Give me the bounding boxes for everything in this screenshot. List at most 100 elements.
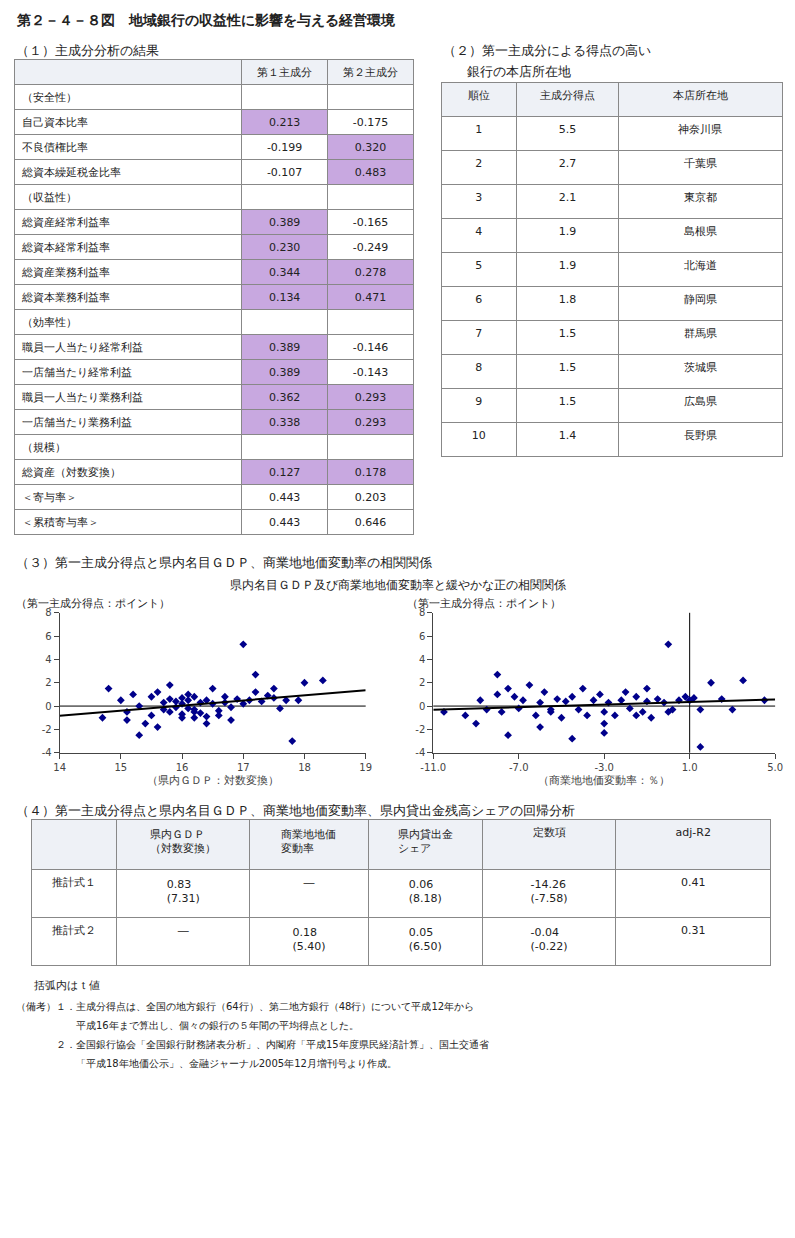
svg-text:神奈川県: 神奈川県 <box>678 123 722 136</box>
svg-text:商業地地価変動率: 商業地地価変動率 <box>281 828 336 855</box>
svg-text:0.41: 0.41 <box>681 876 706 889</box>
svg-text:0.471: 0.471 <box>355 291 387 304</box>
svg-text:県内貸出金シェア: 県内貸出金シェア <box>398 828 453 855</box>
svg-text:総資産（対数変換）: 総資産（対数変換） <box>21 466 121 479</box>
svg-text:2.7: 2.7 <box>559 157 577 170</box>
svg-text:＜寄与率＞: ＜寄与率＞ <box>22 491 77 504</box>
svg-text:-4: -4 <box>415 747 425 758</box>
svg-text:5: 5 <box>475 259 482 272</box>
svg-text:（第一主成分得点：ポイント）: （第一主成分得点：ポイント） <box>407 597 561 609</box>
svg-text:不良債権比率: 不良債権比率 <box>22 141 88 154</box>
svg-text:0.06(8.18): 0.06(8.18) <box>409 878 442 905</box>
svg-text:4: 4 <box>419 654 425 665</box>
svg-text:-0.199: -0.199 <box>267 141 302 154</box>
svg-text:0.31: 0.31 <box>681 924 706 937</box>
svg-text:6: 6 <box>419 631 425 642</box>
svg-text:推計式２: 推計式２ <box>52 924 96 937</box>
svg-text:8: 8 <box>419 607 425 618</box>
svg-text:adj-R2: adj-R2 <box>676 826 711 839</box>
svg-text:0: 0 <box>419 701 425 712</box>
svg-text:1.5: 1.5 <box>559 327 577 340</box>
svg-text:（第一主成分得点：ポイント）: （第一主成分得点：ポイント） <box>16 597 170 609</box>
svg-text:総資産経常利益率: 総資産経常利益率 <box>21 216 110 229</box>
svg-text:-0.175: -0.175 <box>353 116 388 129</box>
svg-text:5.0: 5.0 <box>767 762 783 773</box>
svg-text:0.293: 0.293 <box>355 391 387 404</box>
svg-text:括弧内はｔ値: 括弧内はｔ値 <box>34 979 100 992</box>
svg-text:（備考）１．主成分得点は、全国の地方銀行（64行）、第二地方: （備考）１．主成分得点は、全国の地方銀行（64行）、第二地方銀行（48行）につい… <box>16 1001 474 1012</box>
svg-text:-7.0: -7.0 <box>509 762 529 773</box>
svg-text:1: 1 <box>475 123 482 136</box>
svg-text:主成分得点: 主成分得点 <box>540 89 595 102</box>
svg-text:広島県: 広島県 <box>684 395 717 408</box>
svg-text:（商業地地価変動率：％）: （商業地地価変動率：％） <box>538 774 670 786</box>
svg-text:18: 18 <box>298 762 311 773</box>
svg-text:自己資本比率: 自己資本比率 <box>22 116 88 129</box>
svg-text:0.483: 0.483 <box>355 166 387 179</box>
svg-text:7: 7 <box>475 327 482 340</box>
svg-text:0.278: 0.278 <box>355 266 387 279</box>
svg-text:0.127: 0.127 <box>269 466 301 479</box>
svg-text:静岡県: 静岡県 <box>684 293 717 306</box>
svg-text:東京都: 東京都 <box>684 191 717 204</box>
svg-text:8: 8 <box>45 607 51 618</box>
svg-text:5.5: 5.5 <box>559 123 577 136</box>
svg-text:2: 2 <box>419 677 425 688</box>
svg-text:0.320: 0.320 <box>355 141 387 154</box>
svg-text:2: 2 <box>475 157 482 170</box>
svg-text:本店所在地: 本店所在地 <box>673 89 728 102</box>
svg-text:0.443: 0.443 <box>269 491 301 504</box>
svg-text:（規模）: （規模） <box>22 441 66 454</box>
svg-text:1.9: 1.9 <box>559 225 577 238</box>
svg-text:0.646: 0.646 <box>355 516 387 529</box>
svg-text:（３）第一主成分得点と県内名目ＧＤＰ、商業地地価変動率の相関: （３）第一主成分得点と県内名目ＧＤＰ、商業地地価変動率の相関関係 <box>16 555 432 570</box>
svg-text:2.1: 2.1 <box>559 191 577 204</box>
svg-text:（２）第一主成分による得点の高い: （２）第一主成分による得点の高い <box>443 43 651 58</box>
svg-text:（効率性）: （効率性） <box>22 316 77 329</box>
svg-text:0.213: 0.213 <box>269 116 301 129</box>
svg-text:0.389: 0.389 <box>269 216 301 229</box>
svg-text:北海道: 北海道 <box>684 259 717 272</box>
svg-text:-14.26(-7.58): -14.26(-7.58) <box>531 878 568 905</box>
svg-text:6: 6 <box>45 631 51 642</box>
svg-text:定数項: 定数項 <box>533 826 566 839</box>
svg-text:２．全国銀行協会「全国銀行財務諸表分析」、内閣府「平成15年: ２．全国銀行協会「全国銀行財務諸表分析」、内閣府「平成15年度県民経済計算」、国… <box>16 1039 489 1050</box>
svg-text:0: 0 <box>45 701 51 712</box>
svg-text:0.344: 0.344 <box>269 266 301 279</box>
svg-text:―: ― <box>178 924 189 937</box>
svg-text:2: 2 <box>45 677 51 688</box>
svg-text:6: 6 <box>475 293 482 306</box>
svg-text:（収益性）: （収益性） <box>22 191 77 204</box>
svg-text:0.18(5.40): 0.18(5.40) <box>292 926 325 953</box>
svg-text:順位: 順位 <box>468 89 490 102</box>
svg-text:14: 14 <box>53 762 66 773</box>
svg-text:15: 15 <box>114 762 127 773</box>
svg-text:-0.04(-0.22): -0.04(-0.22) <box>531 926 568 953</box>
svg-text:1.0: 1.0 <box>682 762 698 773</box>
svg-text:8: 8 <box>475 361 482 374</box>
svg-text:0.389: 0.389 <box>269 366 301 379</box>
svg-text:第１主成分: 第１主成分 <box>257 66 312 79</box>
svg-text:-0.165: -0.165 <box>353 216 388 229</box>
svg-text:0.389: 0.389 <box>269 341 301 354</box>
svg-text:職員一人当たり経常利益: 職員一人当たり経常利益 <box>22 341 143 354</box>
svg-text:一店舗当たり業務利益: 一店舗当たり業務利益 <box>22 416 132 429</box>
svg-text:0.83(7.31): 0.83(7.31) <box>167 878 200 905</box>
svg-text:一店舗当たり経常利益: 一店舗当たり経常利益 <box>22 366 132 379</box>
svg-text:1.5: 1.5 <box>559 395 577 408</box>
svg-text:千葉県: 千葉県 <box>684 157 717 170</box>
svg-text:0.443: 0.443 <box>269 516 301 529</box>
svg-text:（県内ＧＤＰ：対数変換）: （県内ＧＤＰ：対数変換） <box>147 774 279 786</box>
svg-text:銀行の本店所在地: 銀行の本店所在地 <box>467 64 571 79</box>
svg-text:-3.0: -3.0 <box>594 762 614 773</box>
svg-text:16: 16 <box>176 762 189 773</box>
svg-text:―: ― <box>303 876 314 889</box>
svg-text:総資産業務利益率: 総資産業務利益率 <box>21 266 110 279</box>
svg-text:0.203: 0.203 <box>355 491 387 504</box>
svg-text:茨城県: 茨城県 <box>684 361 717 374</box>
svg-text:0.05(6.50): 0.05(6.50) <box>409 926 442 953</box>
svg-text:1.9: 1.9 <box>559 259 577 272</box>
svg-text:（１）主成分分析の結果: （１）主成分分析の結果 <box>16 43 159 58</box>
svg-text:「平成18年地価公示」、金融ジャーナル2005年12月増刊号: 「平成18年地価公示」、金融ジャーナル2005年12月増刊号より作成。 <box>16 1058 397 1069</box>
svg-text:4: 4 <box>45 654 51 665</box>
